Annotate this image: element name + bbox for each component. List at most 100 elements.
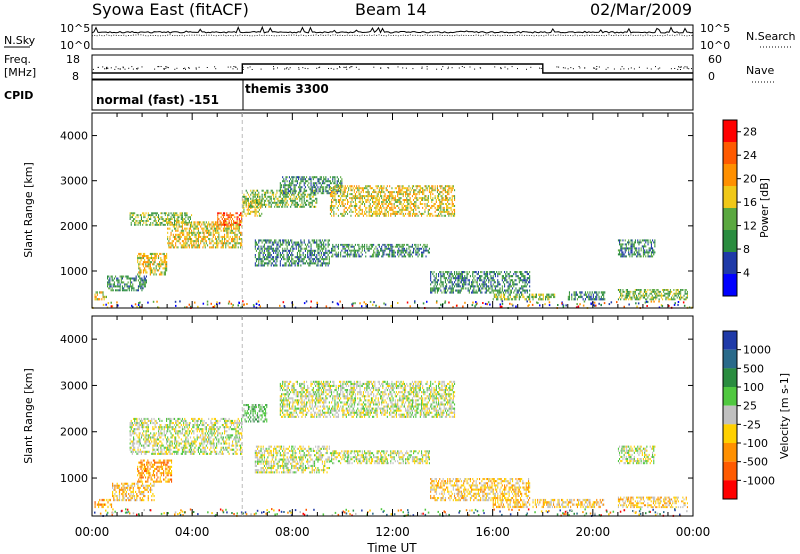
ground-scatter-dots [94, 508, 688, 517]
data-region-7 [254, 239, 330, 267]
nave-dot [683, 67, 685, 69]
velocity-xlabel: Time UT [366, 541, 417, 554]
colorbar-tick-label: -1000 [743, 474, 775, 487]
nave-dot [110, 67, 112, 69]
nave-dot [249, 66, 251, 68]
colorbar-tick-label: -500 [743, 456, 768, 469]
data-region-1 [112, 482, 155, 502]
nave-dot [461, 66, 463, 67]
nave-dot [284, 68, 286, 70]
nave-dot [504, 66, 506, 68]
nave-dot [355, 66, 357, 68]
nave-dot [102, 66, 104, 68]
y-tick-label: 1000 [60, 265, 88, 278]
x-tick-label: 16:00 [475, 525, 510, 539]
nave-dot [198, 66, 200, 68]
nave-dot [128, 67, 130, 69]
nave-dot [289, 67, 291, 69]
nave-dot [349, 67, 351, 69]
nave-dot [480, 67, 482, 69]
colorbar-swatch [723, 331, 737, 350]
nave-dot [596, 66, 598, 67]
nave-dot [442, 66, 444, 68]
data-region-0 [94, 291, 107, 301]
nave-dot [232, 68, 234, 70]
colorbar-swatch [723, 120, 737, 142]
nave-dot [234, 66, 236, 68]
nave-dot [188, 67, 189, 69]
nave-dot [288, 68, 290, 70]
nave-label: Nave [746, 64, 774, 77]
cpid-segment-1: normal (fast) -151 [96, 93, 219, 107]
nave-dot [494, 66, 496, 68]
data-region-11 [329, 243, 430, 258]
nave-dot [115, 66, 117, 68]
nave-dot [336, 68, 338, 70]
nave-dot [230, 66, 232, 68]
data-region-15 [617, 239, 656, 258]
nave-dot [328, 68, 329, 69]
data-region-7 [329, 450, 430, 465]
nave-dot [500, 67, 502, 69]
nave-dot [185, 68, 186, 70]
nave-dot [474, 68, 476, 70]
data-region-8 [430, 478, 531, 502]
nave-dot [136, 68, 138, 70]
nave-dot [688, 68, 690, 70]
nave-dot [122, 67, 124, 69]
y-tick-label: 1000 [60, 472, 88, 485]
nave-dot [567, 68, 569, 70]
nave-dot [655, 66, 656, 68]
colorbar-swatch [723, 252, 737, 274]
nave-dot [405, 67, 407, 69]
nave-dot [298, 68, 300, 70]
nsky-tick-bottom: 10^0 [60, 39, 90, 52]
data-region-9 [492, 498, 605, 509]
nave-dot [302, 67, 304, 69]
nave-dot [330, 67, 332, 69]
nave-dot [188, 67, 190, 69]
colorbar-swatch [723, 443, 737, 462]
nave-dot [319, 66, 321, 68]
nave-dot [421, 66, 423, 68]
nave-dot [174, 68, 176, 70]
data-region-5 [254, 445, 330, 474]
nave-dot [530, 66, 532, 68]
nave-dot [307, 68, 309, 70]
data-region-16 [617, 289, 688, 301]
nave-dot [517, 68, 518, 70]
nave-dot [686, 67, 688, 69]
nave-dot [605, 68, 607, 70]
x-tick-label: 08:00 [275, 525, 310, 539]
nave-dot [680, 66, 682, 68]
data-region-4 [242, 404, 268, 423]
nave-dot [285, 68, 287, 70]
data-region-10 [617, 445, 656, 465]
x-tick-label: 20:00 [576, 525, 611, 539]
nave-dot [105, 68, 107, 70]
nave-dot [623, 68, 625, 70]
nave-dot [598, 66, 600, 68]
nave-dot [646, 67, 648, 69]
nave-dot [358, 68, 360, 70]
y-tick-label: 3000 [60, 175, 88, 188]
freq-panel: Freq. [MHz] 18 8 60 0 Nave [4, 53, 776, 83]
nave-dot [136, 68, 137, 70]
nave-dot [97, 66, 99, 68]
x-tick-label: 12:00 [375, 525, 410, 539]
nave-dot [447, 68, 449, 70]
nave-dot [558, 66, 560, 68]
nave-dot [607, 67, 609, 69]
nsky-line [91, 25, 694, 34]
data-region-3 [129, 417, 243, 455]
velocity-x-axis: 00:00 04:00 08:00 12:00 16:00 20:00 00:00 [75, 525, 711, 539]
power-colorbar: 4 8 12 16 20 24 28 Power [dB] [722, 119, 771, 297]
nave-dot [215, 68, 217, 70]
nave-dot [526, 68, 527, 70]
nave-dot [247, 67, 249, 69]
nave-dot [157, 66, 159, 68]
colorbar-swatch [723, 387, 737, 406]
colorbar-swatch [723, 230, 737, 252]
velocity-y-axis: 1000 2000 3000 4000 [60, 316, 694, 516]
colorbar-swatch [723, 349, 737, 369]
